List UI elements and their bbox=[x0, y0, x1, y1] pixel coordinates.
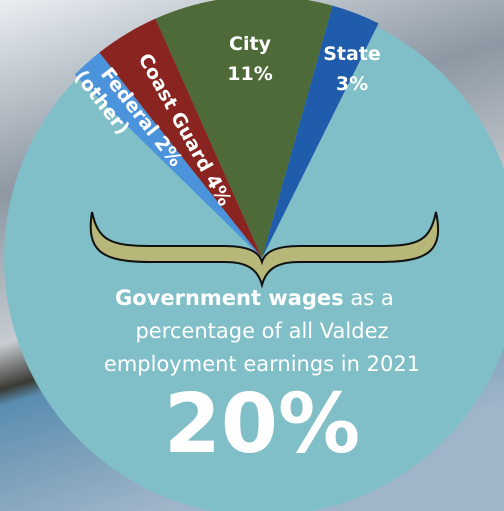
caption-line1: Government wages as a bbox=[115, 286, 394, 310]
pie-slice bbox=[99, 18, 263, 258]
slice-name: City bbox=[229, 33, 272, 55]
pie-slice bbox=[155, 0, 333, 258]
slice-label: State 3% bbox=[323, 43, 381, 95]
headline: 20% bbox=[164, 377, 360, 472]
pie-slice bbox=[74, 52, 262, 258]
slice-label: City 11% bbox=[227, 33, 272, 85]
caption-bold: Government wages bbox=[115, 286, 344, 310]
slice-value: 3% bbox=[336, 73, 368, 95]
slice-value: 11% bbox=[227, 63, 272, 85]
pie-slice bbox=[262, 5, 379, 258]
slice-name: State bbox=[323, 43, 381, 65]
brace bbox=[89, 211, 440, 289]
caption-rest: as a bbox=[350, 286, 393, 310]
caption-line2: percentage of all Valdez bbox=[135, 319, 388, 343]
caption-line3: employment earnings in 2021 bbox=[104, 352, 420, 376]
